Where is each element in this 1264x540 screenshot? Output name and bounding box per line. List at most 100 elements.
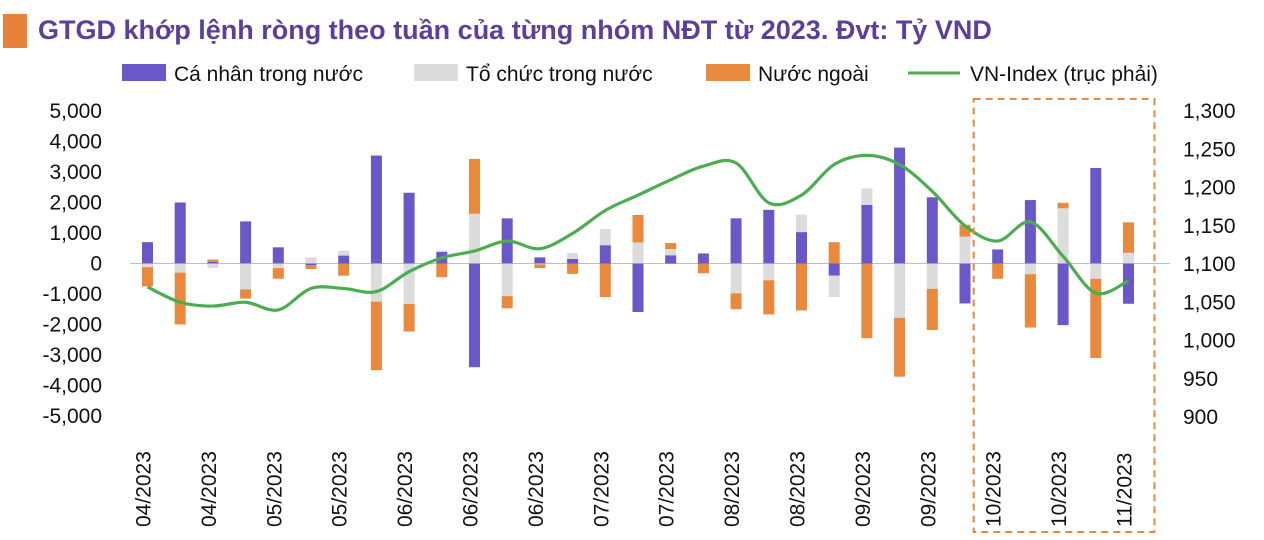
bar-foreign	[436, 263, 448, 278]
bar-institution	[403, 263, 415, 305]
x-tick-label: 05/2023	[263, 451, 286, 527]
bar-foreign	[959, 224, 971, 237]
y-right-tick-label: 1,100	[1183, 253, 1236, 276]
bar-individual	[632, 263, 644, 312]
title-accent-block	[3, 14, 27, 48]
bar-institution	[828, 275, 840, 298]
legend-swatch-0	[122, 64, 166, 81]
y-right-tick-label: 1,250	[1183, 138, 1236, 161]
bar-individual	[272, 247, 284, 264]
y-left-tick-label: -2,000	[42, 314, 102, 337]
bar-individual	[894, 147, 906, 264]
x-tick-label: 10/2023	[983, 451, 1006, 527]
bar-foreign	[338, 263, 350, 276]
vnindex-line	[146, 153, 1130, 312]
bar-foreign	[665, 243, 677, 250]
axes: 5,000 4,000 3,000 2,000 1,000 0 -1,000 -2,000 -3…	[42, 100, 1235, 527]
bar-individual	[796, 232, 807, 264]
y-right-tick-label: 950	[1183, 368, 1218, 391]
bar-institution	[207, 263, 219, 269]
y-left-tick-label: 2,000	[49, 192, 102, 215]
bar-institution	[469, 213, 480, 264]
highlight-group	[972, 98, 1156, 533]
bar-individual	[1090, 168, 1102, 264]
x-tick-label: 11/2023	[1114, 453, 1137, 527]
bar-foreign	[501, 296, 513, 309]
bar-foreign	[730, 293, 742, 310]
bar-individual	[534, 257, 546, 264]
bar-foreign	[534, 264, 546, 269]
y-left-tick-label: 1,000	[49, 222, 102, 245]
bar-institution	[1057, 208, 1069, 264]
bar-institution	[501, 263, 513, 297]
bar-institution	[861, 188, 873, 205]
x-tick-label: 08/2023	[787, 451, 810, 527]
legend-swatch-2	[706, 64, 750, 81]
bar-institution	[1024, 263, 1036, 275]
bar-individual	[469, 263, 480, 368]
bar-individual	[403, 192, 415, 264]
bar-individual	[370, 155, 382, 264]
bar-institution	[370, 263, 382, 302]
bar-individual	[828, 263, 840, 276]
bar-institution	[567, 252, 579, 259]
bar-foreign	[240, 289, 252, 299]
bar-institution	[894, 263, 906, 318]
bar-institution	[665, 249, 677, 256]
legend-label-0: Cá nhân trong nước	[174, 63, 363, 86]
bar-individual	[207, 261, 219, 264]
bar-institution	[632, 242, 644, 264]
chart-title-bar: GTGD khớp lệnh ròng theo tuần của từng n…	[0, 14, 1264, 50]
bar-foreign	[599, 263, 611, 298]
legend-label-3: VN-Index (trục phải)	[970, 63, 1158, 86]
bar-institution	[1123, 252, 1134, 264]
y-left-tick-label: -3,000	[42, 344, 102, 367]
bar-foreign	[207, 259, 219, 262]
y-left-tick-label: 0	[90, 253, 102, 276]
bar-individual	[665, 255, 677, 264]
bar-foreign	[632, 215, 644, 243]
bar-institution	[796, 214, 807, 233]
y-right-tick-label: 900	[1183, 406, 1218, 429]
bar-foreign	[469, 158, 480, 214]
bar-institution	[142, 263, 153, 268]
bar-institution	[959, 236, 971, 264]
x-tick-label: 07/2023	[656, 451, 679, 527]
bar-individual	[1123, 263, 1134, 304]
bar-institution	[534, 263, 546, 265]
x-tick-label: 06/2023	[525, 451, 548, 527]
bar-individual	[861, 204, 873, 264]
bar-foreign	[142, 267, 153, 287]
bar-foreign	[1057, 202, 1069, 209]
bar-individual	[305, 263, 317, 266]
bar-institution	[730, 263, 742, 294]
bar-individual	[926, 197, 938, 264]
x-tick-label: 08/2023	[721, 451, 744, 527]
x-tick-label: 04/2023	[133, 451, 156, 527]
bar-individual	[1024, 200, 1036, 264]
bar-foreign	[272, 268, 284, 279]
bar-institution	[338, 250, 350, 256]
bar-foreign	[403, 304, 415, 332]
bar-individual	[240, 221, 252, 264]
bar-individual	[959, 263, 971, 304]
bar-institution	[926, 263, 938, 289]
bar-foreign	[763, 280, 775, 315]
bar-foreign	[1024, 274, 1036, 328]
x-tick-label: 09/2023	[852, 451, 875, 527]
legend-swatch-1	[414, 64, 458, 81]
x-tick-label: 09/2023	[917, 451, 940, 527]
bar-foreign	[861, 263, 873, 339]
x-tick-label: 06/2023	[394, 451, 417, 527]
bar-foreign	[1123, 222, 1134, 253]
x-tick-label: 05/2023	[329, 451, 352, 527]
y-right-tick-label: 1,300	[1183, 100, 1236, 123]
bar-institution	[272, 263, 284, 269]
legend-label-2: Nước ngoài	[758, 63, 869, 86]
bar-institution	[1090, 263, 1102, 279]
y-left-tick-label: -4,000	[42, 375, 102, 398]
bar-foreign	[992, 263, 1004, 279]
bar-institution	[599, 229, 611, 246]
bar-foreign	[828, 242, 840, 264]
y-left-tick-label: -5,000	[42, 405, 102, 428]
